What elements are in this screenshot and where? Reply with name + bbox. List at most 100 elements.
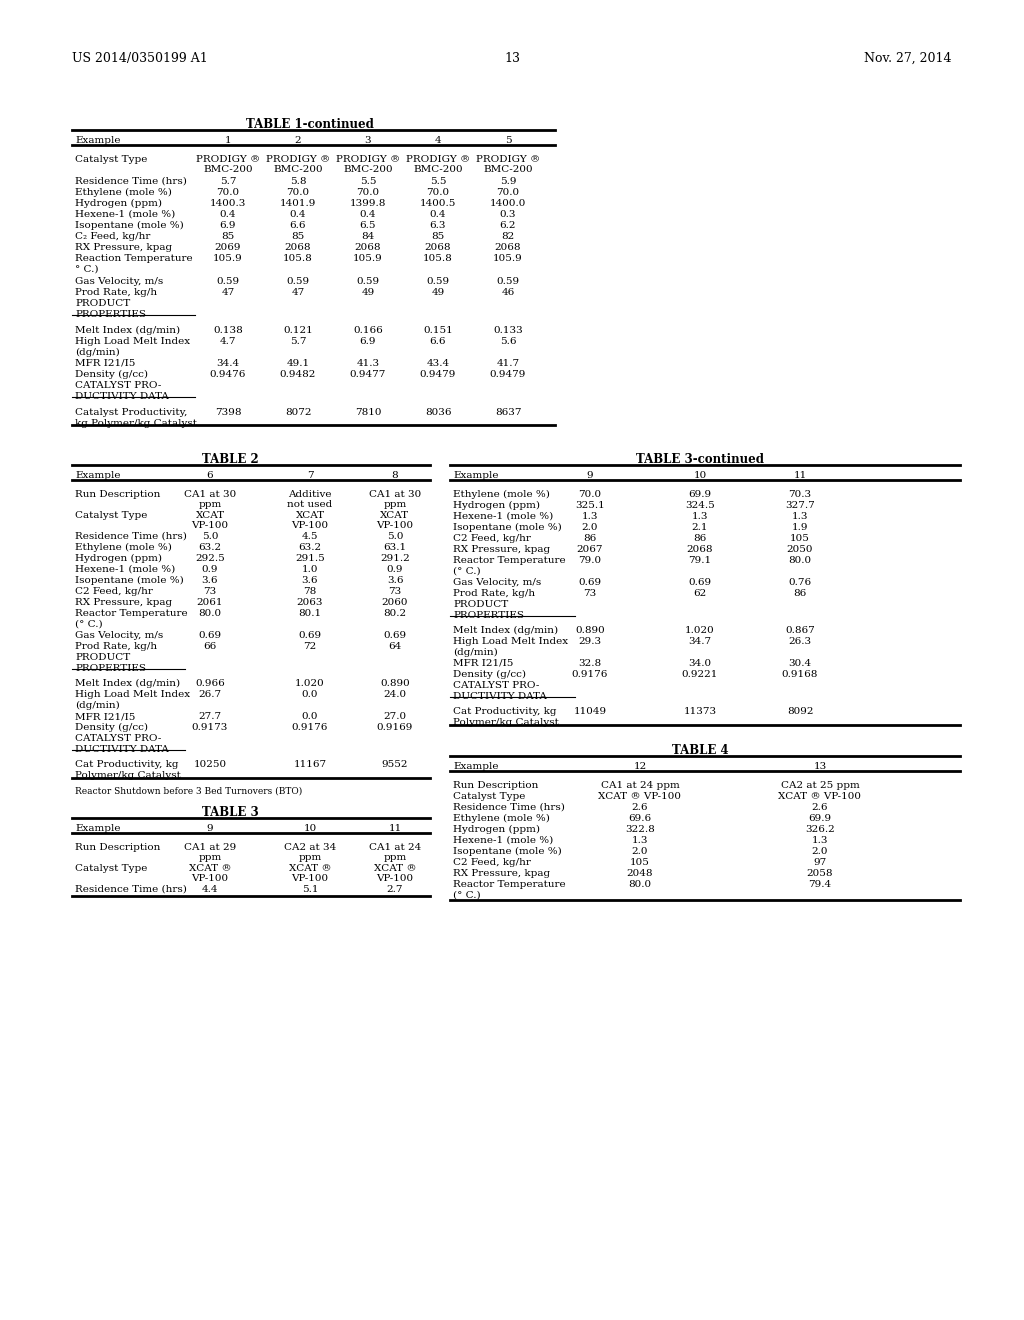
- Text: 0.9: 0.9: [202, 565, 218, 574]
- Text: MFR I21/I5: MFR I21/I5: [75, 359, 135, 368]
- Text: 11: 11: [794, 471, 807, 480]
- Text: CA1 at 30: CA1 at 30: [184, 490, 237, 499]
- Text: PRODIGY ®: PRODIGY ®: [406, 154, 470, 164]
- Text: 0.4: 0.4: [290, 210, 306, 219]
- Text: 3.6: 3.6: [202, 576, 218, 585]
- Text: 0.9221: 0.9221: [682, 671, 718, 678]
- Text: Reaction Temperature: Reaction Temperature: [75, 253, 193, 263]
- Text: 1: 1: [224, 136, 231, 145]
- Text: C2 Feed, kg/hr: C2 Feed, kg/hr: [453, 858, 530, 867]
- Text: 292.5: 292.5: [196, 554, 225, 564]
- Text: 105.9: 105.9: [213, 253, 243, 263]
- Text: 0.9479: 0.9479: [420, 370, 456, 379]
- Text: 0.9: 0.9: [387, 565, 403, 574]
- Text: 2068: 2068: [285, 243, 311, 252]
- Text: 66: 66: [204, 642, 217, 651]
- Text: BMC-200: BMC-200: [483, 165, 532, 174]
- Text: 0.890: 0.890: [380, 678, 410, 688]
- Text: 32.8: 32.8: [579, 659, 601, 668]
- Text: XCAT: XCAT: [381, 511, 410, 520]
- Text: 6.9: 6.9: [359, 337, 376, 346]
- Text: 29.3: 29.3: [579, 638, 601, 645]
- Text: 0.69: 0.69: [298, 631, 322, 640]
- Text: 2068: 2068: [354, 243, 381, 252]
- Text: Gas Velocity, m/s: Gas Velocity, m/s: [75, 277, 163, 286]
- Text: Catalyst Type: Catalyst Type: [453, 792, 525, 801]
- Text: CATALYST PRO-: CATALYST PRO-: [453, 681, 540, 690]
- Text: PROPERTIES: PROPERTIES: [75, 664, 146, 673]
- Text: 43.4: 43.4: [426, 359, 450, 368]
- Text: Hexene-1 (mole %): Hexene-1 (mole %): [75, 565, 175, 574]
- Text: Residence Time (hrs): Residence Time (hrs): [75, 532, 186, 541]
- Text: Hydrogen (ppm): Hydrogen (ppm): [453, 825, 540, 834]
- Text: 1.020: 1.020: [685, 626, 715, 635]
- Text: 5.6: 5.6: [500, 337, 516, 346]
- Text: 1.9: 1.9: [792, 523, 808, 532]
- Text: 97: 97: [813, 858, 826, 867]
- Text: 11373: 11373: [683, 708, 717, 715]
- Text: BMC-200: BMC-200: [203, 165, 253, 174]
- Text: Reactor Shutdown before 3 Bed Turnovers (BTO): Reactor Shutdown before 3 Bed Turnovers …: [75, 787, 302, 796]
- Text: TABLE 3: TABLE 3: [202, 807, 258, 818]
- Text: 9552: 9552: [382, 760, 409, 770]
- Text: PRODIGY ®: PRODIGY ®: [476, 154, 540, 164]
- Text: 2048: 2048: [627, 869, 653, 878]
- Text: 11: 11: [388, 824, 401, 833]
- Text: (° C.): (° C.): [453, 568, 480, 576]
- Text: Ethylene (mole %): Ethylene (mole %): [75, 543, 172, 552]
- Text: 0.0: 0.0: [302, 690, 318, 700]
- Text: Density (g/cc): Density (g/cc): [453, 671, 526, 678]
- Text: 0.59: 0.59: [216, 277, 240, 286]
- Text: 0.9168: 0.9168: [781, 671, 818, 678]
- Text: 73: 73: [388, 587, 401, 597]
- Text: 2068: 2068: [495, 243, 521, 252]
- Text: 2.1: 2.1: [692, 523, 709, 532]
- Text: 70.0: 70.0: [216, 187, 240, 197]
- Text: 105: 105: [630, 858, 650, 867]
- Text: 1.3: 1.3: [692, 512, 709, 521]
- Text: Example: Example: [75, 824, 121, 833]
- Text: Hexene-1 (mole %): Hexene-1 (mole %): [75, 210, 175, 219]
- Text: 4: 4: [434, 136, 441, 145]
- Text: 4.5: 4.5: [302, 532, 318, 541]
- Text: 80.2: 80.2: [383, 609, 407, 618]
- Text: TABLE 4: TABLE 4: [672, 744, 728, 756]
- Text: XCAT ® VP-100: XCAT ® VP-100: [778, 792, 861, 801]
- Text: TABLE 1-continued: TABLE 1-continued: [246, 117, 374, 131]
- Text: 84: 84: [361, 232, 375, 242]
- Text: 2.6: 2.6: [812, 803, 828, 812]
- Text: 3.6: 3.6: [387, 576, 403, 585]
- Text: 69.9: 69.9: [808, 814, 831, 822]
- Text: ppm: ppm: [199, 853, 221, 862]
- Text: 291.5: 291.5: [295, 554, 325, 564]
- Text: 27.0: 27.0: [383, 711, 407, 721]
- Text: Prod Rate, kg/h: Prod Rate, kg/h: [453, 589, 536, 598]
- Text: 105.8: 105.8: [423, 253, 453, 263]
- Text: Catalyst Type: Catalyst Type: [75, 865, 147, 873]
- Text: 0.867: 0.867: [785, 626, 815, 635]
- Text: 80.1: 80.1: [298, 609, 322, 618]
- Text: Isopentane (mole %): Isopentane (mole %): [75, 220, 183, 230]
- Text: C2 Feed, kg/hr: C2 Feed, kg/hr: [453, 535, 530, 543]
- Text: Residence Time (hrs): Residence Time (hrs): [75, 884, 186, 894]
- Text: Reactor Temperature: Reactor Temperature: [75, 609, 187, 618]
- Text: 73: 73: [584, 589, 597, 598]
- Text: 0.9176: 0.9176: [292, 723, 328, 733]
- Text: CA1 at 30: CA1 at 30: [369, 490, 421, 499]
- Text: 69.9: 69.9: [688, 490, 712, 499]
- Text: High Load Melt Index: High Load Melt Index: [453, 638, 568, 645]
- Text: 291.2: 291.2: [380, 554, 410, 564]
- Text: XCAT ®: XCAT ®: [289, 865, 332, 873]
- Text: Example: Example: [75, 136, 121, 145]
- Text: 105.9: 105.9: [353, 253, 383, 263]
- Text: 105.8: 105.8: [283, 253, 313, 263]
- Text: VP-100: VP-100: [377, 874, 414, 883]
- Text: 0.69: 0.69: [688, 578, 712, 587]
- Text: TABLE 3-continued: TABLE 3-continued: [636, 453, 764, 466]
- Text: XCAT ® VP-100: XCAT ® VP-100: [598, 792, 682, 801]
- Text: 1400.5: 1400.5: [420, 199, 456, 209]
- Text: 0.121: 0.121: [283, 326, 313, 335]
- Text: 70.0: 70.0: [287, 187, 309, 197]
- Text: 2061: 2061: [197, 598, 223, 607]
- Text: Melt Index (dg/min): Melt Index (dg/min): [75, 326, 180, 335]
